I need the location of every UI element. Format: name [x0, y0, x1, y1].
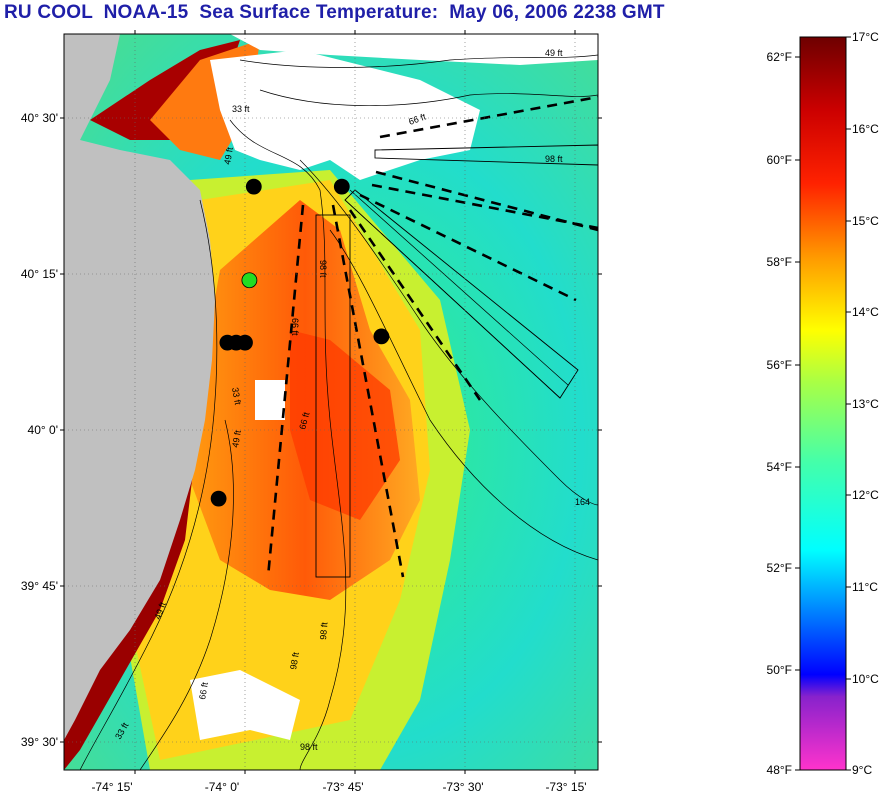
colorbar-f-label: 52°F — [767, 561, 792, 575]
lat-label: 40° 15' — [21, 267, 58, 281]
no-data-harbor — [210, 50, 480, 180]
colorbar-f-label: 60°F — [767, 153, 792, 167]
contour-label: 164 — [575, 497, 590, 507]
map-imagery: 49 ft 66 ft 98 ft 33 ft 49 ft 98 ft 66 f… — [64, 34, 598, 770]
no-data-top — [230, 34, 598, 65]
station-6-marker — [237, 334, 253, 351]
contour-labels: 49 ft 66 ft 98 ft 33 ft 49 ft 98 ft 66 f… — [113, 48, 590, 752]
colorbar-f-label: 62°F — [767, 50, 792, 64]
contour-label: 98 ft — [318, 260, 328, 278]
lat-label: 40° 30' — [21, 111, 58, 125]
transect-lines — [266, 95, 598, 578]
no-data-south — [190, 670, 300, 740]
hot-core — [290, 330, 400, 520]
contour-label: 98 ft — [318, 621, 330, 640]
depth-contours — [79, 54, 598, 770]
lat-label: 39° 30' — [21, 735, 58, 749]
contour-label: 98 ft — [545, 154, 563, 164]
station-1-marker — [245, 178, 262, 195]
contour-label: 49 ft — [545, 48, 563, 58]
lon-label: -74° 15' — [91, 780, 132, 794]
map-title: RU COOL NOAA-15 Sea Surface Temperature:… — [4, 2, 665, 23]
colorbar-gradient — [799, 36, 847, 771]
colorbar-f-label: 48°F — [767, 763, 792, 777]
colorbar-c-label: 16°C — [852, 122, 879, 136]
land-nj — [64, 34, 215, 740]
station-8-marker — [210, 490, 227, 507]
colorbar-c-label: 11°C — [852, 580, 878, 594]
colorbar-f-label: 56°F — [767, 358, 792, 372]
lat-label: 40° 0' — [28, 423, 58, 437]
colorbar-c-label: 13°C — [852, 397, 879, 411]
contour-label: 66 ft — [297, 411, 311, 431]
colorbar-f-label: 50°F — [767, 663, 792, 677]
graticule — [64, 34, 598, 770]
contour-label: 66 ft — [290, 318, 300, 336]
colorbar-c-label: 12°C — [852, 488, 879, 502]
lon-label: -73° 45' — [322, 780, 363, 794]
station-7-marker — [373, 328, 390, 345]
contour-label: 33 ft — [230, 387, 243, 406]
no-data-patch — [255, 380, 285, 420]
contour-label: 98 ft — [300, 742, 318, 752]
lon-label: -74° 0' — [205, 780, 239, 794]
colorbar-f-label: 54°F — [767, 460, 792, 474]
station-3-green-marker — [241, 272, 258, 289]
colorbar-c-label: 14°C — [852, 305, 879, 319]
colorbar-c-label: 9°C — [852, 763, 872, 777]
contour-label: 98 ft — [288, 651, 301, 670]
ticks — [60, 30, 602, 774]
colorbar: 62°F 60°F 58°F 56°F 54°F 52°F 50°F 48°F … — [767, 30, 880, 777]
lat-label: 39° 45' — [21, 579, 58, 593]
station-markers — [210, 178, 390, 507]
lon-label: -73° 15' — [545, 780, 586, 794]
map-frame — [63, 33, 599, 771]
contour-label: 49 ft — [222, 146, 235, 165]
colorbar-c-label: 10°C — [852, 672, 879, 686]
lon-label: -73° 30' — [442, 780, 483, 794]
station-2-marker — [333, 178, 350, 195]
colorbar-f-label: 58°F — [767, 255, 792, 269]
colorbar-c-label: 15°C — [852, 214, 879, 228]
colorbar-c-label: 17°C — [852, 30, 879, 44]
contour-label: 49 ft — [230, 429, 243, 448]
contour-label: 66 ft — [197, 681, 210, 700]
contour-label: 33 ft — [232, 104, 250, 114]
